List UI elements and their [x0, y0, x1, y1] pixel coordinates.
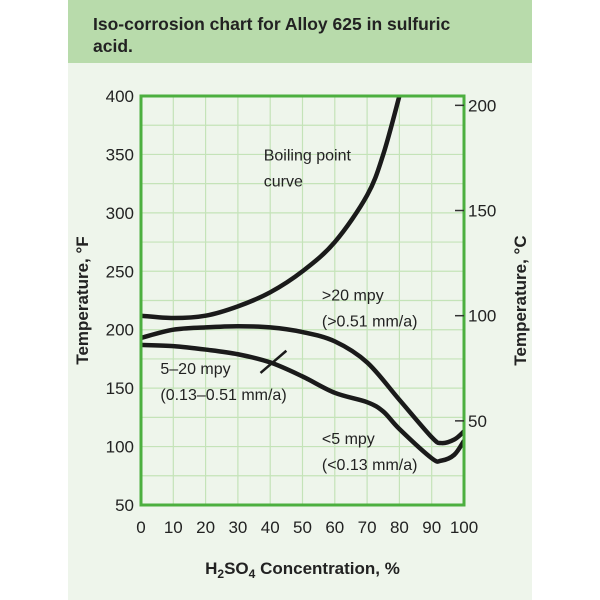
x-tick-label: 20: [196, 518, 215, 537]
x-tick-label: 10: [164, 518, 183, 537]
annotation-label: (<0.13 mm/a): [322, 457, 418, 474]
annotation-label: curve: [264, 173, 303, 190]
y2-tick-label: 150: [468, 202, 496, 221]
y-tick-label: 150: [106, 379, 134, 398]
annotation-label: Boiling point: [264, 147, 352, 164]
title-banner: [68, 0, 532, 63]
chart-title: Iso-corrosion chart for Alloy 625 in sul…: [93, 14, 451, 56]
y2-tick-label: 100: [468, 307, 496, 326]
x-tick-label: 70: [358, 518, 377, 537]
x-tick-label: 30: [228, 518, 247, 537]
annotation-label: 5–20 mpy: [160, 361, 230, 378]
boundary-tick-mark: [259, 349, 288, 374]
y2-tick-label: 50: [468, 412, 487, 431]
x-tick-label: 90: [422, 518, 441, 537]
series-curve-0: [141, 96, 402, 321]
x-axis-label: H2SO4 Concentration, %: [205, 559, 400, 581]
series-curve-1: [141, 323, 464, 446]
y2-tick-label: 200: [468, 96, 496, 115]
x-tick-label: 80: [390, 518, 409, 537]
annotation-label: >20 mpy: [322, 288, 384, 305]
y-tick-label: 250: [106, 262, 134, 281]
x-tick-label: 60: [325, 518, 344, 537]
annotation-label: <5 mpy: [322, 431, 375, 448]
annotation-label: (0.13–0.51 mm/a): [160, 387, 286, 404]
annotation-label: (>0.51 mm/a): [322, 314, 418, 331]
y-tick-label: 400: [106, 87, 134, 106]
y-tick-label: 200: [106, 321, 134, 340]
x-tick-label: 100: [450, 518, 478, 537]
x-tick-label: 0: [136, 518, 145, 537]
plot-frame: [139, 94, 466, 507]
y-tick-label: 100: [106, 438, 134, 457]
x-tick-label: 40: [261, 518, 280, 537]
y-axis-label: Temperature, °F: [73, 236, 92, 364]
x-tick-label: 50: [293, 518, 312, 537]
y-tick-label: 300: [106, 204, 134, 223]
y2-axis-label: Temperature, °C: [511, 235, 530, 365]
y-tick-label: 50: [115, 496, 134, 515]
y-tick-label: 350: [106, 145, 134, 164]
series-curve-2: [141, 342, 464, 464]
